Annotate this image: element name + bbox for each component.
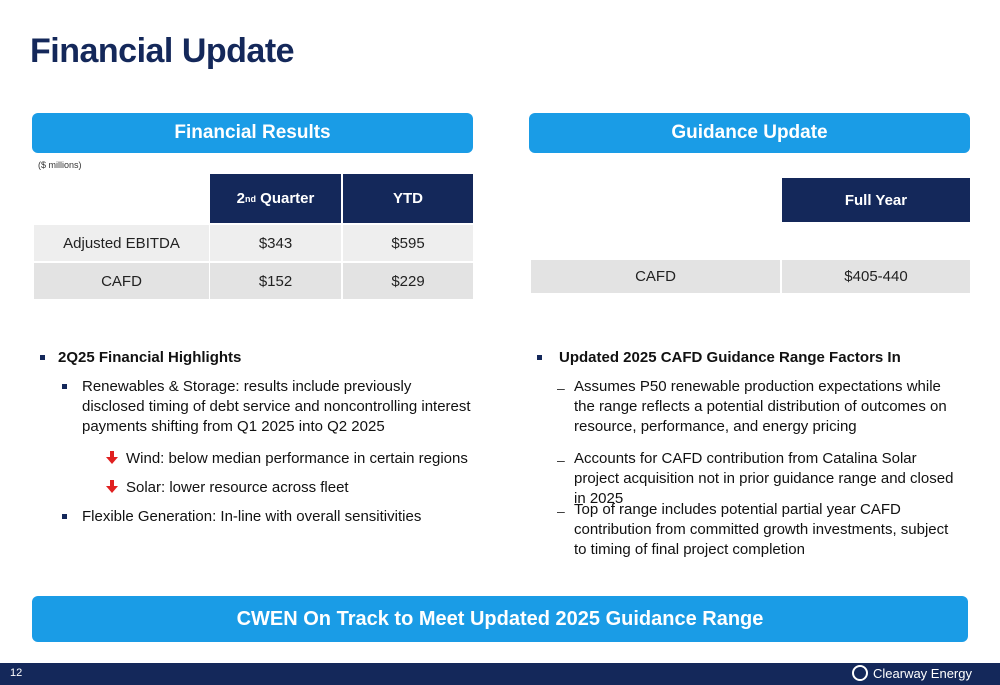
row-value-quarter: $343 [210, 225, 341, 261]
factor-item: Accounts for CAFD contribution from Cata… [574, 450, 954, 507]
footer-bar: 12 Clearway Energy [0, 663, 1000, 685]
row-label: CAFD [531, 260, 780, 293]
factor-item: Top of range includes potential partial … [574, 501, 949, 558]
dash-bullet-icon: – [557, 503, 565, 519]
brand-name: Clearway Energy [873, 665, 972, 681]
row-value-full-year: $405-440 [782, 260, 970, 293]
square-bullet-icon [537, 355, 542, 360]
quarter-number: 2 [236, 190, 245, 207]
factors-title: Updated 2025 CAFD Guidance Range Factors… [559, 349, 901, 366]
page-title: Financial Update [30, 32, 295, 70]
col-header-full-year: Full Year [782, 178, 970, 222]
highlight-subitem: Wind: below median performance in certai… [126, 450, 468, 467]
quarter-word: Quarter [255, 190, 315, 207]
guidance-banner: CWEN On Track to Meet Updated 2025 Guida… [32, 596, 968, 642]
highlight-item: Flexible Generation: In-line with overal… [82, 508, 422, 525]
dash-bullet-icon: – [557, 380, 565, 396]
units-label: ($ millions) [38, 160, 82, 170]
dash-bullet-icon: – [557, 452, 565, 468]
financial-results-header: Financial Results [32, 113, 473, 153]
down-arrow-icon [106, 451, 118, 464]
row-value-quarter: $152 [210, 263, 341, 299]
row-label: CAFD [34, 263, 209, 299]
square-bullet-icon [62, 384, 67, 389]
highlight-subitem: Solar: lower resource across fleet [126, 479, 349, 496]
row-label: Adjusted EBITDA [34, 225, 209, 261]
page-number: 12 [10, 667, 23, 679]
row-value-ytd: $595 [343, 225, 473, 261]
quarter-suffix: nd [244, 193, 256, 204]
guidance-factors-list: Updated 2025 CAFD Guidance Range Factors… [537, 349, 954, 558]
square-bullet-icon [62, 514, 67, 519]
col-header-ytd: YTD [343, 174, 473, 223]
clearway-logo-icon [852, 665, 868, 681]
company-logo: Clearway Energy [852, 665, 972, 681]
factor-item: Assumes P50 renewable production expecta… [574, 378, 947, 435]
row-value-ytd: $229 [343, 263, 473, 299]
guidance-update-header: Guidance Update [529, 113, 970, 153]
highlights-title: 2Q25 Financial Highlights [58, 349, 242, 366]
down-arrow-icon [106, 480, 118, 493]
highlights-list: 2Q25 Financial Highlights Renewables & S… [0, 0, 500, 600]
square-bullet-icon [40, 355, 45, 360]
highlight-item: Renewables & Storage: results include pr… [82, 378, 471, 435]
